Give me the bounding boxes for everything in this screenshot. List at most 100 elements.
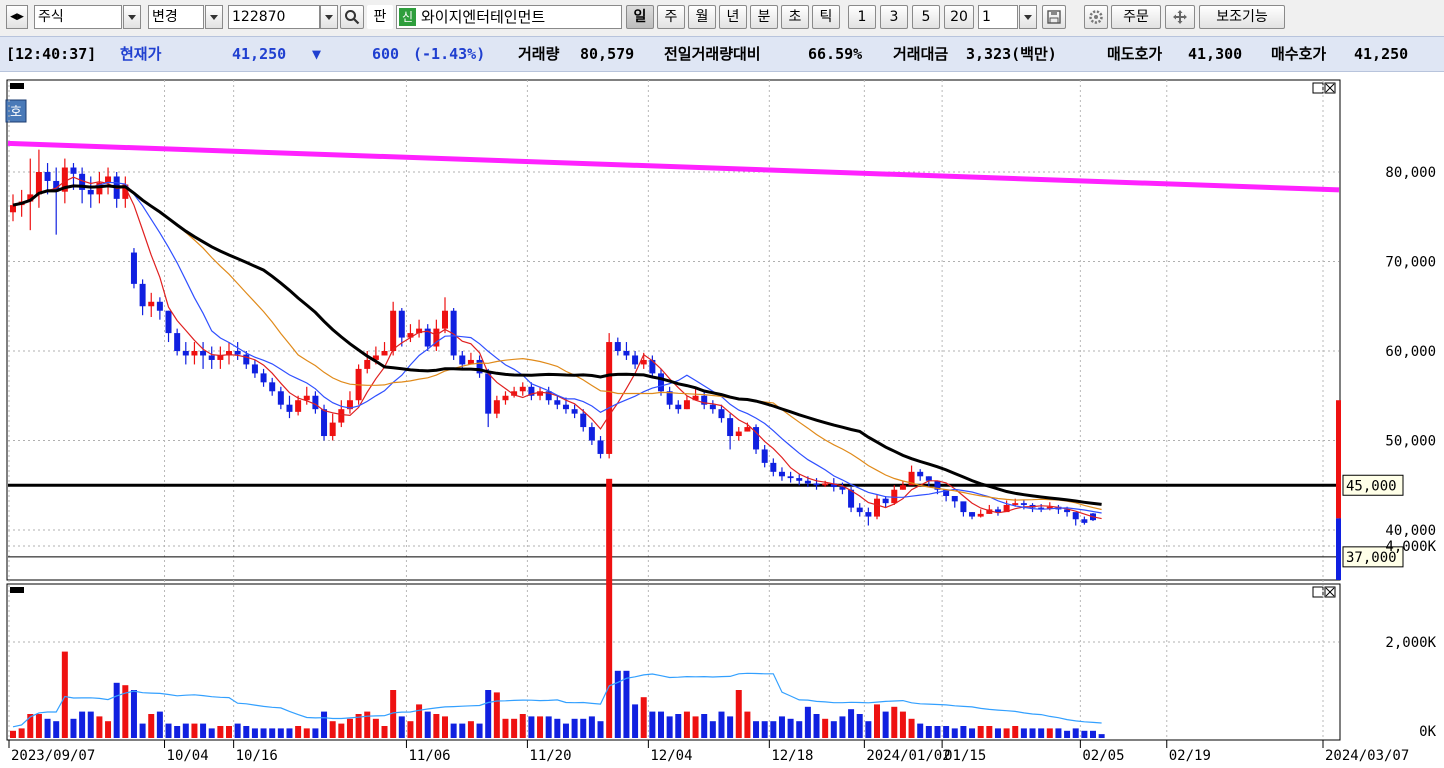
volume-bar	[44, 718, 51, 738]
time-tick-label: 01/15	[944, 748, 986, 764]
volume-bar	[623, 670, 630, 738]
market-select[interactable]: 주식	[34, 5, 122, 29]
candle-body	[770, 462, 777, 472]
candle-body	[830, 483, 837, 488]
count-dropdown-icon[interactable]	[1019, 5, 1037, 29]
interval-button[interactable]: 3	[880, 5, 908, 29]
volume-ma-line	[12, 672, 1102, 728]
period-button[interactable]: 일	[626, 5, 654, 29]
mode-dropdown-icon[interactable]	[205, 5, 223, 29]
volume-bar	[182, 723, 189, 738]
stock-code-input[interactable]: 122870	[228, 5, 320, 29]
move-icon[interactable]	[1165, 5, 1195, 29]
panel-close-icon	[1325, 587, 1335, 597]
volume-bar	[882, 711, 889, 738]
market-dropdown-icon[interactable]	[123, 5, 141, 29]
candlestick-chart-svg[interactable]: 호 45,000 37,000 40,000 50,000 60,000 70,000 8…	[0, 72, 1444, 768]
period-button[interactable]: 틱	[812, 5, 840, 29]
candle-body	[139, 283, 146, 307]
candle-body	[364, 359, 371, 369]
mode-select[interactable]: 변경	[148, 5, 204, 29]
volume-bar	[10, 730, 16, 738]
volume-bar	[692, 716, 699, 738]
volume-bar	[632, 704, 639, 738]
candle-body	[804, 480, 811, 484]
price-tick-label: 70,000	[1385, 255, 1436, 271]
prev-next-arrows-icon[interactable]: ◀▶	[6, 5, 28, 29]
volume-bar	[813, 714, 820, 738]
period-button[interactable]: 년	[719, 5, 747, 29]
volume-bar	[295, 726, 302, 738]
volume-bar	[493, 692, 500, 738]
interval-button[interactable]: 5	[912, 5, 940, 29]
candle-body	[148, 301, 155, 307]
price-change: 600	[372, 45, 400, 63]
period-button[interactable]: 월	[688, 5, 716, 29]
ma60-line	[12, 184, 1102, 506]
period-button[interactable]: 초	[781, 5, 809, 29]
candle-body	[580, 413, 587, 428]
volume-bar	[658, 711, 664, 738]
volume-bar	[424, 711, 431, 738]
count-input[interactable]: 1	[978, 5, 1018, 29]
volume-bar	[761, 721, 768, 738]
time-tick-label: 11/06	[408, 748, 450, 764]
stock-chart[interactable]: 호 45,000 37,000 40,000 50,000 60,000 70,000 8…	[0, 72, 1444, 768]
volume-bar	[856, 714, 863, 738]
panel-close-icon	[1325, 83, 1335, 93]
candle-body	[649, 359, 656, 374]
time-tick-label: 10/16	[236, 748, 278, 764]
reference-line-tag	[1342, 546, 1404, 568]
volume-bar	[804, 706, 811, 738]
interval-button[interactable]: 1	[848, 5, 876, 29]
volume-bar	[355, 714, 362, 738]
candle-body	[1003, 504, 1010, 513]
volume-panel-frame	[6, 583, 1341, 741]
volume-bar	[416, 704, 423, 738]
volume-bar	[191, 723, 198, 738]
volume-bar	[390, 690, 397, 738]
candle-body	[701, 395, 708, 405]
volume-bar	[208, 728, 215, 738]
volume-bar	[709, 721, 716, 738]
volume-bar	[528, 716, 535, 738]
candle-body	[260, 373, 267, 383]
candle-body	[614, 342, 621, 351]
long-ma-line	[7, 140, 1340, 193]
period-button[interactable]: 분	[750, 5, 778, 29]
candle-body	[994, 509, 1001, 513]
candle-body	[217, 355, 224, 360]
panel-minimize-icon	[1312, 82, 1324, 94]
period-button[interactable]: 주	[657, 5, 685, 29]
bid-price-label: 매수호가	[1271, 45, 1327, 63]
price-tick-label: 80,000	[1385, 165, 1436, 181]
search-icon[interactable]	[340, 5, 364, 29]
stock-name-box[interactable]: 신 와이지엔터테인먼트	[396, 5, 622, 29]
axes: 40,000 50,000 60,000 70,000 80,000 0K 2,000K 4,…	[8, 165, 1437, 764]
volume-bar	[27, 714, 34, 738]
save-icon[interactable]	[1042, 5, 1066, 29]
candle-body	[623, 351, 630, 356]
volume-bar	[969, 728, 976, 738]
candle-body	[709, 404, 716, 410]
candle-body	[226, 351, 232, 356]
volume-bar	[243, 726, 250, 738]
order-button[interactable]: 주문	[1111, 5, 1161, 29]
volume-bar	[822, 718, 829, 738]
candle-body	[35, 172, 42, 195]
settings-gear-icon[interactable]	[1084, 5, 1108, 29]
candle-body	[174, 333, 181, 351]
aux-function-button[interactable]: 보조기능	[1199, 5, 1285, 29]
ma20-line	[12, 185, 1102, 511]
candle-body	[122, 184, 129, 199]
volume-bar	[459, 723, 466, 738]
stock-code-dropdown-icon[interactable]	[320, 5, 338, 29]
candle-body	[537, 391, 544, 396]
panel-button[interactable]: 판	[367, 5, 393, 29]
candle-body	[554, 400, 561, 405]
price-tag-label: 호	[10, 105, 22, 120]
interval-button[interactable]: 20	[944, 5, 974, 29]
candle-body	[666, 391, 673, 405]
volume-tick-label: 0K	[1419, 724, 1436, 740]
volume-bar	[1064, 730, 1071, 738]
